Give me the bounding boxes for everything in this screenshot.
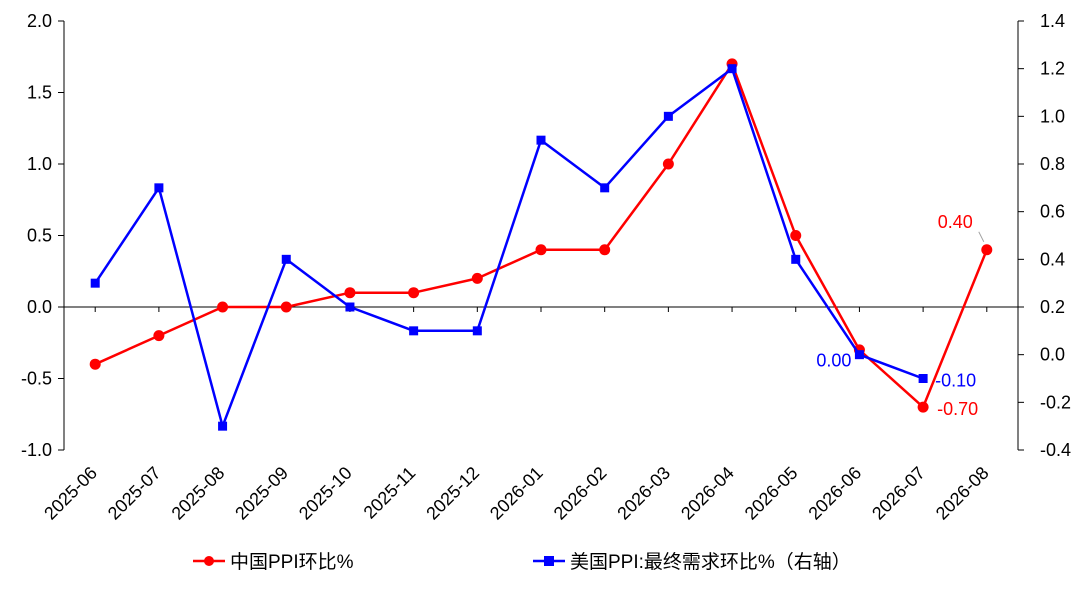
- data-point-square: [409, 326, 419, 336]
- x-tick-label: 2025-06: [40, 463, 101, 524]
- data-point-circle: [471, 272, 483, 284]
- data-point-square: [345, 302, 355, 312]
- left-tick-label: 1.0: [27, 154, 52, 174]
- data-point-square: [727, 64, 737, 74]
- legend-item-us-ppi: 美国PPI:最终需求环比%（右轴）: [533, 551, 851, 573]
- right-tick-label: -0.2: [1040, 392, 1071, 412]
- leader-line: [978, 231, 985, 243]
- right-tick-label: 0.0: [1040, 345, 1065, 365]
- legend-label-china: 中国PPI环比%: [230, 551, 354, 573]
- legend-item-china-ppi: 中国PPI环比%: [193, 551, 354, 573]
- left-y-axis: 2.0 1.5 1.0 0.5 0.0 -0.5 -1.0: [21, 11, 64, 460]
- left-tick-label: 2.0: [27, 11, 52, 31]
- x-tick-label: 2026-02: [550, 463, 611, 524]
- x-tick-label: 2026-01: [486, 463, 547, 524]
- x-tick-label: 2025-08: [168, 463, 229, 524]
- data-point-square: [218, 421, 228, 431]
- data-point-circle: [662, 158, 674, 170]
- x-tick-label: 2025-07: [104, 463, 165, 524]
- series-line-0: [94, 62, 988, 409]
- data-point-square: [663, 111, 673, 121]
- data-point-circle: [599, 244, 611, 256]
- data-labels: -0.70 0.40 0.00 -0.10: [816, 212, 985, 419]
- right-tick-label: -0.4: [1040, 440, 1071, 460]
- plot-area: [63, 21, 1019, 450]
- data-label: -0.70: [937, 399, 978, 419]
- left-tick-label: 1.5: [27, 83, 52, 103]
- data-point-circle: [981, 244, 993, 256]
- data-point-circle: [408, 287, 420, 299]
- right-tick-label: 1.2: [1040, 59, 1065, 79]
- data-point-square: [472, 326, 482, 336]
- legend-marker-square-icon: [544, 556, 554, 566]
- data-point-circle: [89, 358, 101, 370]
- x-tick-label: 2026-08: [932, 463, 993, 524]
- data-point-circle: [153, 330, 165, 342]
- data-point-square: [918, 374, 928, 383]
- right-tick-label: 1.4: [1040, 11, 1065, 31]
- x-tick-label: 2025-11: [360, 463, 420, 523]
- x-tick-label: 2025-09: [231, 463, 292, 524]
- right-tick-label: 1.0: [1040, 106, 1065, 126]
- data-point-circle: [535, 244, 547, 256]
- data-point-square: [600, 183, 610, 193]
- left-tick-label: 0.0: [27, 297, 52, 317]
- legend-label-us: 美国PPI:最终需求环比%（右轴）: [570, 551, 851, 573]
- right-y-axis: 1.4 1.2 1.0 0.8 0.6 0.4 0.2 0.0 -0.2 -0.4: [1018, 11, 1071, 460]
- left-tick-label: -1.0: [21, 440, 52, 460]
- data-point-circle: [280, 301, 292, 313]
- x-tick-label: 2026-06: [804, 463, 865, 524]
- right-tick-label: 0.2: [1040, 297, 1065, 317]
- left-tick-label: 0.5: [27, 226, 52, 246]
- data-point-square: [154, 183, 164, 193]
- data-point-square: [281, 254, 291, 264]
- data-point-circle: [917, 401, 929, 413]
- x-tick-label: 2026-05: [741, 463, 802, 524]
- data-point-square: [854, 350, 864, 360]
- right-tick-label: 0.4: [1040, 249, 1065, 269]
- right-tick-label: 0.6: [1040, 202, 1065, 222]
- data-point-circle: [217, 301, 229, 313]
- data-label: -0.10: [935, 371, 976, 391]
- series-line-1: [94, 67, 924, 428]
- data-point-circle: [790, 230, 802, 241]
- data-point-circle: [344, 287, 356, 299]
- left-tick-label: -0.5: [21, 369, 52, 389]
- right-tick-label: 0.8: [1040, 154, 1065, 174]
- data-point-square: [536, 135, 546, 145]
- data-label: 0.40: [938, 212, 973, 232]
- x-tick-label: 2026-04: [677, 463, 738, 524]
- legend: 中国PPI环比% 美国PPI:最终需求环比%（右轴）: [193, 551, 851, 573]
- data-point-square: [791, 254, 801, 264]
- legend-marker-circle-icon: [204, 556, 214, 566]
- series-layer: [89, 58, 993, 431]
- x-tick-label: 2025-10: [295, 463, 356, 524]
- x-tick-label: 2026-03: [613, 463, 674, 524]
- data-point-square: [90, 278, 100, 288]
- x-tick-label: 2026-07: [868, 463, 929, 524]
- data-label: 0.00: [816, 351, 851, 371]
- x-tick-label: 2025-12: [422, 463, 483, 524]
